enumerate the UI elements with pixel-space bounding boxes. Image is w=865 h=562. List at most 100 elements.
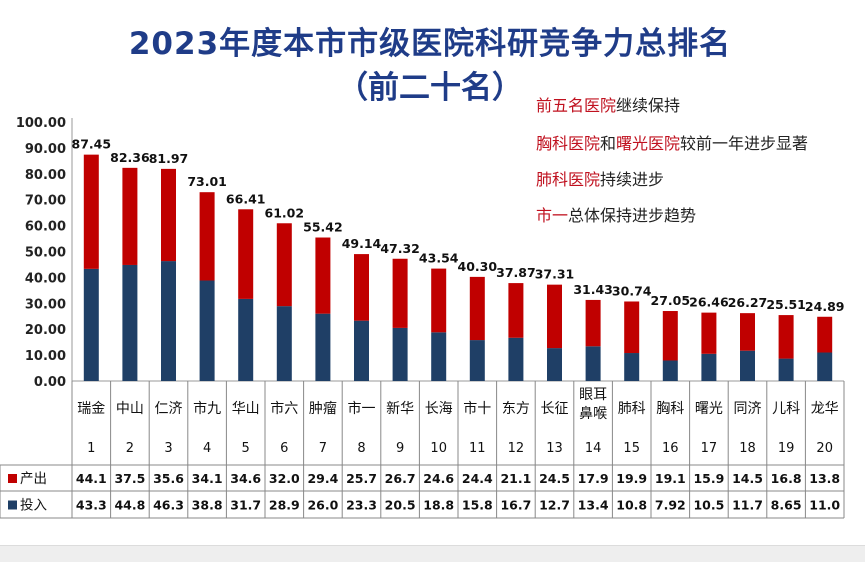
table-value-output: 34.1 [192, 471, 223, 486]
y-tick-label: 80.00 [25, 168, 66, 183]
bar-output [83, 154, 99, 269]
table-value-output: 25.7 [346, 471, 377, 486]
chart-title: 2023年度本市市级医院科研竞争力总排名 [128, 26, 732, 62]
table-value-output: 24.6 [423, 471, 454, 486]
category-label: 新华 [386, 401, 414, 417]
table-value-input: 8.65 [771, 498, 802, 513]
bar-output [161, 168, 176, 262]
rank-label: 18 [739, 441, 756, 456]
table-value-output: 26.7 [385, 471, 416, 486]
bar-output [701, 312, 717, 354]
bar-input [354, 320, 369, 381]
bar-total-label: 24.89 [805, 299, 845, 314]
category-label: 曙光 [695, 401, 723, 417]
bar-input [508, 337, 524, 381]
rank-label: 16 [662, 441, 679, 456]
bar-output [199, 192, 215, 281]
table-value-input: 38.8 [192, 498, 223, 513]
chart-subtitle: （前二十名） [337, 70, 523, 106]
table-value-output: 19.9 [616, 471, 647, 486]
rank-label: 14 [585, 441, 602, 456]
bar-input [817, 352, 833, 381]
rank-label: 5 [242, 441, 250, 456]
bar-total-label: 47.32 [380, 241, 420, 256]
table-value-input: 44.8 [114, 498, 145, 513]
category-label-line1: 眼耳 [579, 387, 607, 403]
category-label: 儿科 [772, 401, 800, 417]
rank-label: 3 [164, 441, 172, 456]
table-value-output: 37.5 [114, 471, 145, 486]
legend-swatch-input [8, 500, 17, 510]
table-value-input: 10.5 [693, 498, 724, 513]
bar-input [161, 261, 176, 381]
table-value-input: 28.9 [269, 498, 300, 513]
rank-label: 13 [546, 441, 563, 456]
bar-total-label: 55.42 [303, 220, 343, 235]
table-value-input: 26.0 [307, 498, 338, 513]
rank-label: 2 [126, 441, 134, 456]
annotation-2-part-4: 较前一年进步显著 [680, 134, 809, 153]
annotation-4-part-2: 总体保持进步趋势 [568, 206, 697, 225]
table-value-output: 17.9 [578, 471, 609, 486]
table-value-output: 29.4 [307, 471, 338, 486]
bar-total-label: 26.46 [689, 295, 729, 310]
bar-input [122, 264, 138, 381]
table-value-input: 11.7 [732, 498, 763, 513]
rank-label: 12 [508, 441, 525, 456]
legend-swatch-output [8, 474, 17, 483]
bar-output [624, 301, 640, 354]
window-bottom-strip [0, 545, 865, 562]
bar-input [315, 313, 331, 381]
category-label: 中山 [116, 401, 144, 417]
bar-total-label: 27.05 [651, 293, 691, 308]
y-tick-label: 10.00 [25, 349, 66, 364]
bar-input [199, 280, 215, 381]
category-label: 市六 [270, 400, 298, 417]
category-label: 长征 [541, 401, 569, 417]
table-value-output: 21.1 [500, 471, 531, 486]
table-value-output: 35.6 [153, 471, 184, 486]
rank-label: 8 [357, 441, 365, 456]
category-label: 市九 [193, 400, 221, 417]
category-label: 市一 [348, 400, 376, 417]
rank-label: 10 [430, 441, 447, 456]
bar-total-label: 26.27 [728, 295, 768, 310]
bar-total-label: 81.97 [149, 151, 189, 166]
table-value-output: 19.1 [655, 471, 686, 486]
bar-total-label: 43.54 [419, 251, 459, 266]
rank-label: 6 [280, 441, 288, 456]
table-value-input: 46.3 [153, 498, 184, 513]
bar-input [392, 327, 408, 381]
rank-label: 4 [203, 441, 211, 456]
bar-output [817, 316, 833, 353]
annotation-3-part-2: 持续进步 [600, 170, 665, 189]
table-value-output: 13.8 [809, 471, 840, 486]
bar-total-label: 66.41 [226, 191, 266, 206]
bar-output [585, 299, 601, 347]
rank-label: 9 [396, 441, 404, 456]
rank-label: 11 [469, 441, 486, 456]
legend-label-output: 产出 [20, 471, 47, 487]
rank-label: 20 [816, 441, 833, 456]
legend-label-input: 投入 [20, 498, 47, 514]
bar-input [238, 298, 254, 381]
bar-total-label: 87.45 [72, 137, 112, 152]
table-value-input: 12.7 [539, 498, 570, 513]
annotation-2-part-2: 和 [600, 134, 617, 153]
category-label: 肿瘤 [309, 400, 337, 417]
y-tick-label: 70.00 [25, 194, 66, 209]
bar-output [508, 283, 524, 338]
table-value-output: 15.9 [693, 471, 724, 486]
annotation-3: 肺科医院持续进步 [536, 166, 664, 190]
bar-input [778, 358, 794, 381]
table-value-output: 24.4 [462, 471, 493, 486]
bar-input [431, 332, 447, 381]
table-value-output: 14.5 [732, 471, 763, 486]
category-label-line2: 鼻喉 [579, 405, 607, 422]
bar-input [276, 306, 292, 381]
bar-total-label: 37.87 [496, 265, 536, 280]
annotation-2-part-1: 胸科医院 [536, 134, 601, 153]
bar-output [122, 167, 138, 265]
y-tick-label: 100.00 [16, 116, 66, 131]
bar-input [624, 353, 640, 381]
